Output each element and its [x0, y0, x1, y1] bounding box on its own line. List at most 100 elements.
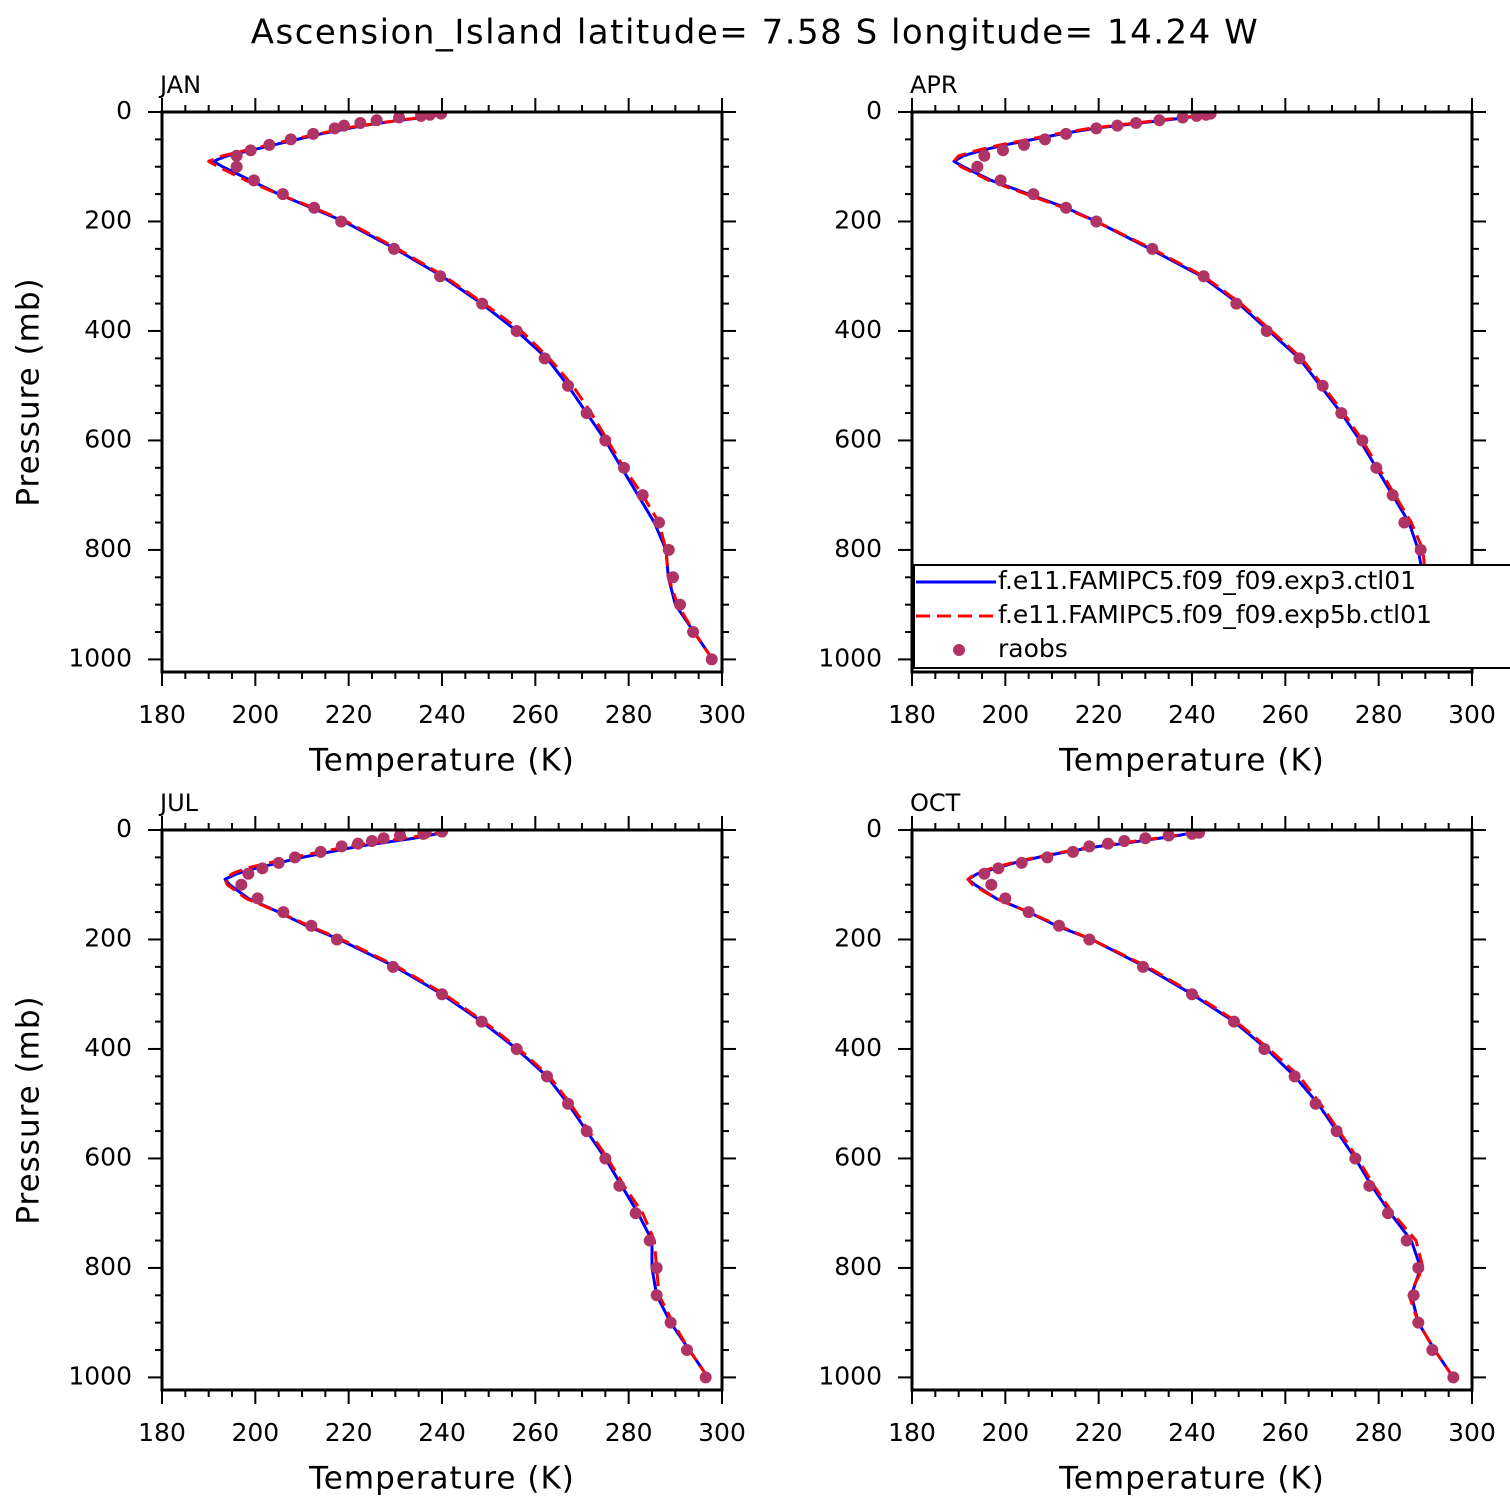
data-point [538, 352, 551, 365]
data-point [1060, 127, 1072, 140]
x-tick-label: 260 [1261, 1418, 1309, 1447]
data-point [393, 112, 406, 124]
data-point [307, 127, 320, 140]
x-tick-label: 240 [1168, 1418, 1216, 1447]
y-tick-label: 200 [84, 205, 132, 234]
data-point [1162, 830, 1175, 842]
x-tick-label: 260 [511, 700, 559, 729]
data-point [681, 1344, 693, 1357]
data-point [999, 892, 1012, 905]
data-point [263, 138, 276, 151]
data-point [599, 1152, 612, 1165]
data-point [423, 112, 436, 121]
y-tick-label: 400 [84, 1033, 132, 1062]
data-point [1349, 1152, 1362, 1165]
y-tick-label: 400 [84, 315, 132, 344]
data-point [328, 122, 341, 135]
y-tick-label: 1000 [818, 1361, 882, 1390]
x-tick-label: 200 [231, 1418, 279, 1447]
data-point [277, 906, 290, 919]
data-point [580, 407, 593, 420]
legend-marker [953, 644, 965, 656]
data-point [662, 543, 675, 556]
data-point [276, 188, 289, 201]
data-point [1190, 112, 1203, 122]
x-tick-label: 180 [888, 1418, 936, 1447]
data-point [251, 892, 264, 905]
y-tick-label: 600 [834, 424, 882, 453]
legend-label: f.e11.FAMIPC5.f09_f09.exp3.ctl01 [998, 566, 1416, 595]
y-tick-label: 1000 [818, 643, 882, 672]
y-tick-label: 1000 [68, 1361, 132, 1390]
data-point [1111, 119, 1124, 132]
data-point [1067, 845, 1079, 858]
data-point [636, 489, 649, 502]
panel-title: JAN [158, 71, 201, 99]
data-point [230, 160, 243, 173]
data-point [335, 215, 348, 228]
data-point [1260, 324, 1273, 337]
x-tick-label: 200 [981, 1418, 1029, 1447]
plot-area [223, 830, 712, 1384]
data-point [1258, 1042, 1271, 1055]
data-point [284, 133, 297, 146]
legend-box [913, 564, 1510, 669]
y-tick-label: 200 [834, 923, 882, 952]
y-tick-label: 400 [834, 315, 882, 344]
data-point [1335, 407, 1348, 420]
data-point [1228, 1015, 1240, 1028]
data-point [354, 116, 367, 129]
panel: 180 200 220 240 260 280 300 0 200 400 600 800 1000 AP… [818, 71, 1510, 779]
data-point [1382, 1207, 1394, 1220]
data-point [476, 297, 489, 310]
data-point [1053, 919, 1065, 932]
x-tick-label: 300 [698, 1418, 746, 1447]
x-tick-label: 240 [1168, 700, 1216, 729]
plot-frame [910, 110, 1474, 674]
data-point [643, 1234, 656, 1247]
data-point [1400, 1234, 1413, 1247]
data-point [510, 1042, 523, 1055]
data-point [1412, 1261, 1425, 1274]
data-point [394, 830, 406, 842]
data-point [1022, 906, 1035, 919]
data-point [1447, 1371, 1460, 1384]
data-point [289, 851, 301, 864]
data-point [1412, 1316, 1425, 1329]
y-tick-label: 0 [116, 96, 132, 125]
data-point [580, 1125, 593, 1138]
x-tick-label: 300 [1448, 700, 1496, 729]
data-point [436, 830, 448, 838]
data-point [308, 201, 321, 214]
data-point [338, 119, 350, 132]
data-point [618, 461, 630, 474]
data-point [687, 626, 700, 639]
x-tick-label: 300 [698, 700, 746, 729]
x-tick-label: 240 [418, 1418, 466, 1447]
data-point [1041, 851, 1054, 864]
data-point [705, 653, 718, 666]
y-tick-label: 400 [834, 1033, 882, 1062]
x-tick-label: 280 [1355, 1418, 1403, 1447]
data-point [653, 516, 665, 529]
data-point [1414, 543, 1427, 556]
data-point [1204, 112, 1217, 120]
data-point [1015, 856, 1028, 869]
legend-label: f.e11.FAMIPC5.f09_f09.exp5b.ctl01 [998, 600, 1432, 629]
data-point [244, 144, 257, 157]
y-tick-label: 0 [866, 96, 882, 125]
panel-title: OCT [910, 789, 961, 817]
data-point [387, 960, 399, 973]
data-point [1230, 297, 1243, 310]
data-point [1330, 1125, 1343, 1138]
data-point [971, 160, 984, 173]
x-tick-label: 220 [1075, 700, 1123, 729]
data-point [510, 324, 523, 337]
data-point [562, 379, 574, 392]
data-point [674, 598, 686, 611]
x-tick-label: 200 [231, 700, 279, 729]
data-point [1083, 933, 1096, 946]
x-tick-label: 300 [1448, 1418, 1496, 1447]
